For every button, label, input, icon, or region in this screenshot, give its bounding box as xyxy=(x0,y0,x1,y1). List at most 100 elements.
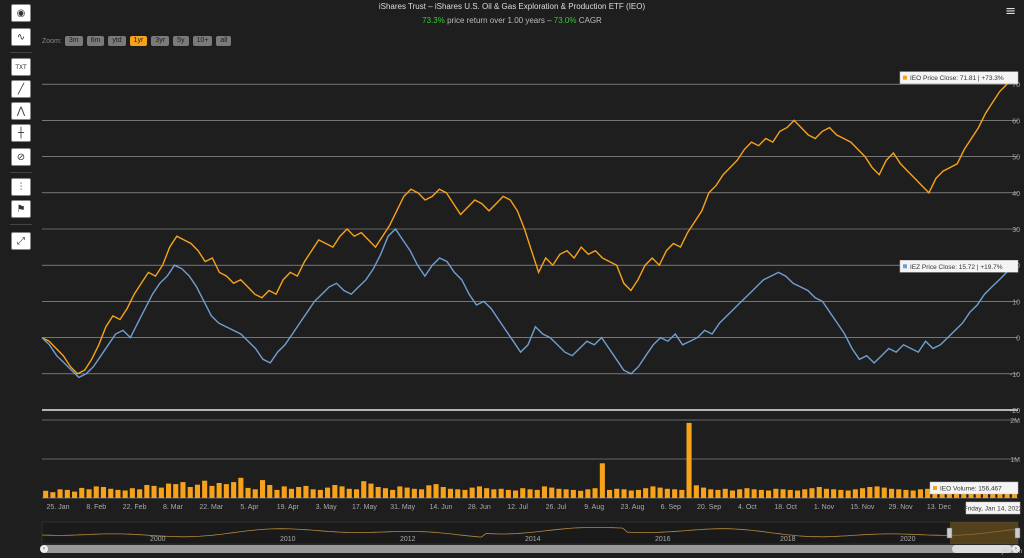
navigator-handle-right[interactable] xyxy=(1014,527,1021,539)
volume-bar xyxy=(744,488,750,498)
volume-bar xyxy=(845,490,851,498)
volume-bar xyxy=(216,483,222,498)
zoom-all-button[interactable]: all xyxy=(216,36,232,46)
zoom-ytd-button[interactable]: ytd xyxy=(108,36,126,46)
volume-bar xyxy=(816,487,822,498)
x-tick-label: 15. Nov xyxy=(850,504,875,511)
volume-bar xyxy=(151,485,157,498)
navigator-selection[interactable] xyxy=(950,522,1018,544)
scrollbar-track[interactable] xyxy=(42,545,1020,553)
y-tick-label: 40 xyxy=(1012,191,1020,198)
y-tick-label: 30 xyxy=(1012,227,1020,234)
volume-bar xyxy=(115,489,121,498)
line-tool-icon[interactable]: ╱ xyxy=(11,80,31,98)
toolbar-divider xyxy=(10,172,32,173)
vertical-marker-icon[interactable]: ⫶ xyxy=(11,178,31,196)
volume-bar xyxy=(780,489,786,498)
volume-bar xyxy=(433,484,439,498)
volume-bar xyxy=(838,489,844,498)
volume-bar xyxy=(686,422,692,498)
volume-bar xyxy=(339,486,345,498)
toolbar-divider xyxy=(10,52,32,53)
volume-bar xyxy=(57,489,63,498)
volume-bar xyxy=(852,489,858,498)
volume-bar xyxy=(867,487,873,498)
volume-bar xyxy=(787,489,793,498)
hamburger-menu-icon[interactable]: ≡ xyxy=(1005,4,1016,19)
navigator-year-label: 2016 xyxy=(655,536,671,543)
date-label: Friday, Jan 14, 2022 xyxy=(964,506,1023,513)
volume-bar xyxy=(925,488,931,498)
navigator-year-label: 2014 xyxy=(525,536,541,543)
volume-bar xyxy=(231,482,237,498)
x-tick-label: 8. Mar xyxy=(163,504,184,511)
chart-type-icon[interactable]: ∿ xyxy=(11,28,31,46)
volume-bar xyxy=(860,488,866,498)
zoom-6m-button[interactable]: 6m xyxy=(86,36,105,46)
volume-bar xyxy=(795,490,801,498)
volume-bar xyxy=(93,486,99,498)
volume-bar xyxy=(802,489,808,498)
iez-label-box xyxy=(899,260,1019,273)
volume-bar xyxy=(100,487,106,498)
volume-bar xyxy=(245,487,251,498)
scrollbar-thumb[interactable] xyxy=(952,545,1012,553)
volume-bar xyxy=(484,488,490,498)
measure-tool-icon[interactable]: ┼ xyxy=(11,124,31,142)
zoom-10plus-button[interactable]: 10+ xyxy=(192,36,213,46)
volume-bar xyxy=(664,488,670,498)
volume-bar xyxy=(672,489,678,498)
volume-bar xyxy=(144,485,150,498)
volume-bar xyxy=(447,488,453,498)
volume-bar xyxy=(288,488,294,498)
hide-annotations-icon[interactable]: ⊘ xyxy=(11,148,31,166)
zoom-selector: Zoom: 3m 6m ytd 1yr 3yr 5y 10+ all xyxy=(42,36,235,46)
x-tick-label: 14. Jun xyxy=(430,504,453,511)
volume-bar xyxy=(332,485,338,498)
volume-bar xyxy=(874,486,880,498)
scroll-left-icon[interactable]: ‹ xyxy=(40,545,48,553)
volume-bar xyxy=(729,490,735,498)
zoom-5y-button[interactable]: 5y xyxy=(173,36,189,46)
scroll-right-icon[interactable]: › xyxy=(1012,545,1020,553)
volume-bar xyxy=(390,489,396,498)
volume-bar xyxy=(209,485,215,498)
volume-bar xyxy=(50,492,56,498)
volume-bar xyxy=(693,485,699,498)
camera-icon[interactable]: ◉ xyxy=(11,4,31,22)
x-tick-label: 1. Nov xyxy=(814,504,835,511)
flag-icon[interactable]: ⚑ xyxy=(11,200,31,218)
x-tick-label: 26. Jul xyxy=(546,504,567,511)
volume-bar xyxy=(592,488,598,498)
subtitle-text: price return over 1.00 years – xyxy=(447,16,554,25)
volume-bar xyxy=(896,489,902,498)
volume-bar xyxy=(758,489,764,498)
volume-bar xyxy=(751,489,757,498)
text-annotation-icon[interactable]: TXT xyxy=(11,58,31,76)
x-tick-label: 23. Aug xyxy=(621,504,645,511)
volume-bar xyxy=(354,489,360,498)
volume-bar xyxy=(809,488,815,498)
navigator-handle-left[interactable] xyxy=(946,527,953,539)
volume-bar xyxy=(643,488,649,498)
chart-subtitle: 73.3% price return over 1.00 years – 73.… xyxy=(0,16,1024,25)
volume-bar xyxy=(823,488,829,498)
volume-bar xyxy=(404,487,410,498)
zoom-3m-button[interactable]: 3m xyxy=(64,36,83,46)
volume-bar xyxy=(513,490,519,498)
fullscreen-icon[interactable]: ⤢ xyxy=(11,232,31,250)
volume-bar xyxy=(491,489,497,498)
x-tick-label: 12. Jul xyxy=(507,504,528,511)
x-tick-label: 22. Mar xyxy=(199,504,223,511)
zoom-1yr-button[interactable]: 1yr xyxy=(129,36,148,46)
volume-bar xyxy=(455,489,461,498)
volume-bar xyxy=(411,488,417,498)
navigator-year-label: 2018 xyxy=(780,536,796,543)
volume-bar xyxy=(722,488,728,498)
zoom-3yr-button[interactable]: 3yr xyxy=(151,36,170,46)
x-tick-label: 20. Sep xyxy=(697,504,721,511)
x-tick-label: 4. Oct xyxy=(738,504,757,511)
navigator-year-label: 2010 xyxy=(280,536,296,543)
path-tool-icon[interactable]: ⋀ xyxy=(11,102,31,120)
